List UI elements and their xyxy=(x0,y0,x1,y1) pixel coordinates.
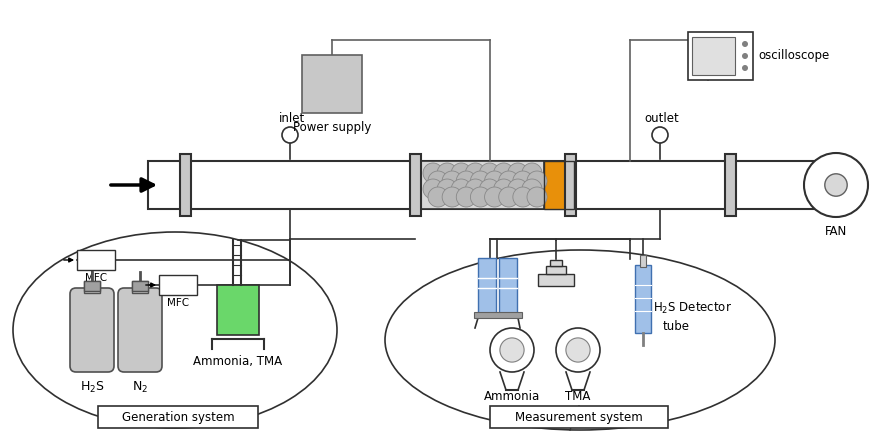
Circle shape xyxy=(513,171,533,191)
Circle shape xyxy=(485,171,505,191)
Text: TMA: TMA xyxy=(566,390,590,403)
Circle shape xyxy=(742,53,748,59)
FancyBboxPatch shape xyxy=(70,288,114,372)
Bar xyxy=(692,37,735,75)
Bar xyxy=(640,255,646,267)
Circle shape xyxy=(437,163,457,183)
Circle shape xyxy=(442,187,463,207)
Circle shape xyxy=(470,187,491,207)
Circle shape xyxy=(499,171,519,191)
Bar xyxy=(421,161,544,209)
Text: Power supply: Power supply xyxy=(292,121,371,134)
Circle shape xyxy=(522,179,542,199)
Bar xyxy=(159,275,197,295)
Text: tube: tube xyxy=(663,320,690,333)
Circle shape xyxy=(465,179,485,199)
Circle shape xyxy=(456,171,477,191)
Text: N$_2$: N$_2$ xyxy=(132,380,148,395)
Circle shape xyxy=(465,163,485,183)
Bar xyxy=(565,154,576,216)
Text: Ammonia: Ammonia xyxy=(484,390,540,403)
Bar xyxy=(132,281,148,291)
Circle shape xyxy=(556,328,600,372)
FancyBboxPatch shape xyxy=(118,288,162,372)
Circle shape xyxy=(456,187,477,207)
Circle shape xyxy=(428,171,448,191)
Bar xyxy=(688,32,753,80)
Circle shape xyxy=(513,187,533,207)
Circle shape xyxy=(282,127,298,143)
Bar xyxy=(132,281,148,293)
Bar xyxy=(550,260,562,266)
Bar xyxy=(410,154,421,216)
Circle shape xyxy=(825,174,848,196)
Circle shape xyxy=(442,171,463,191)
Circle shape xyxy=(479,179,500,199)
Bar xyxy=(635,265,651,333)
Circle shape xyxy=(522,163,542,183)
Circle shape xyxy=(507,179,528,199)
Circle shape xyxy=(527,171,547,191)
Bar xyxy=(538,274,574,286)
Text: FAN: FAN xyxy=(825,225,848,238)
Bar xyxy=(474,312,522,318)
Bar xyxy=(84,281,100,293)
Circle shape xyxy=(742,65,748,71)
Text: MFC: MFC xyxy=(167,298,189,308)
Bar xyxy=(217,285,259,335)
Ellipse shape xyxy=(13,232,337,428)
Bar xyxy=(180,154,191,216)
Bar xyxy=(217,285,259,335)
Circle shape xyxy=(566,338,590,362)
Circle shape xyxy=(493,179,514,199)
Bar xyxy=(98,406,258,428)
Circle shape xyxy=(479,163,500,183)
Bar xyxy=(546,266,566,274)
Text: H$_2$S Detector: H$_2$S Detector xyxy=(653,300,732,315)
Bar xyxy=(148,161,856,209)
Circle shape xyxy=(470,171,491,191)
Circle shape xyxy=(499,187,519,207)
Bar xyxy=(499,258,517,313)
Circle shape xyxy=(490,328,534,372)
Circle shape xyxy=(423,179,443,199)
Circle shape xyxy=(507,163,528,183)
Circle shape xyxy=(652,127,668,143)
Bar xyxy=(544,161,574,209)
Circle shape xyxy=(485,187,505,207)
Text: Measurement system: Measurement system xyxy=(515,410,643,423)
Text: outlet: outlet xyxy=(645,112,679,125)
Text: MFC: MFC xyxy=(85,273,107,283)
Ellipse shape xyxy=(385,250,775,430)
Bar xyxy=(544,161,574,209)
Circle shape xyxy=(527,187,547,207)
Circle shape xyxy=(493,163,514,183)
Circle shape xyxy=(804,153,868,217)
Text: Ammonia, TMA: Ammonia, TMA xyxy=(194,355,283,368)
Bar xyxy=(302,55,362,113)
Circle shape xyxy=(451,179,471,199)
Circle shape xyxy=(742,41,748,47)
Text: oscilloscope: oscilloscope xyxy=(758,50,829,63)
Text: H$_2$S: H$_2$S xyxy=(79,380,104,395)
Circle shape xyxy=(500,338,524,362)
Bar xyxy=(77,250,115,270)
Bar xyxy=(478,258,496,313)
Bar xyxy=(84,281,100,291)
Text: Generation system: Generation system xyxy=(122,410,234,423)
Text: inlet: inlet xyxy=(279,112,305,125)
Circle shape xyxy=(423,163,443,183)
Bar xyxy=(490,406,668,428)
Circle shape xyxy=(428,187,448,207)
Circle shape xyxy=(451,163,471,183)
Circle shape xyxy=(437,179,457,199)
Bar xyxy=(725,154,736,216)
